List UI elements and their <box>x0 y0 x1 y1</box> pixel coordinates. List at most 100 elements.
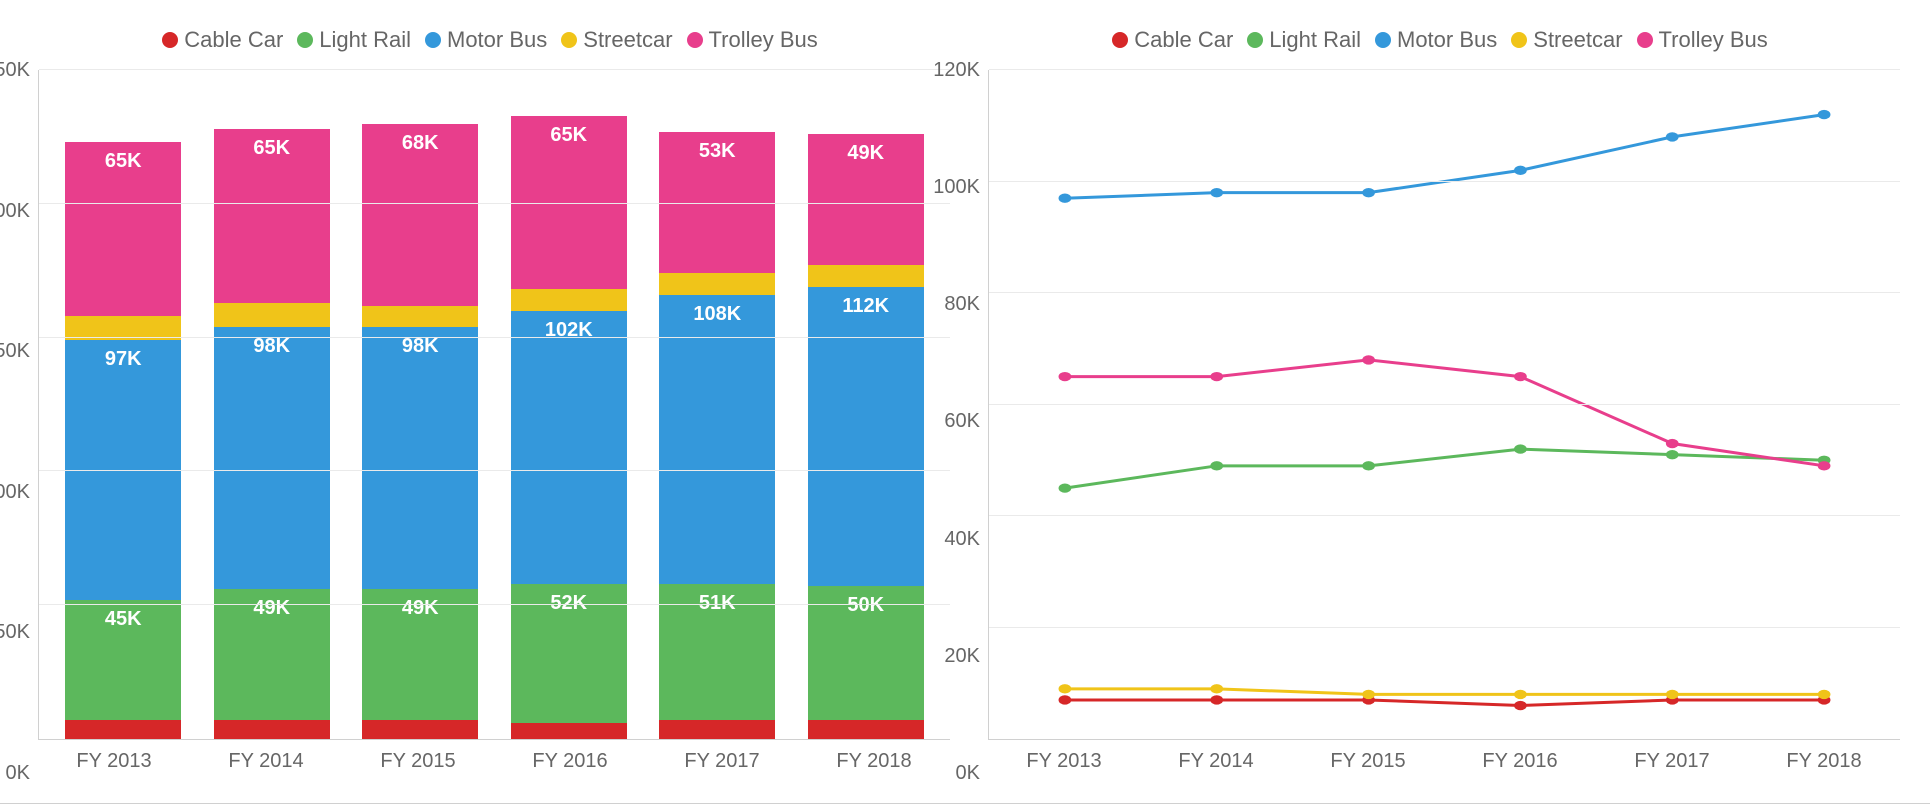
legend-dot <box>297 32 313 48</box>
marker-motor-bus[interactable] <box>1362 188 1375 197</box>
bar-segment-trolley-bus: 49K <box>808 134 924 265</box>
legend-item-trolley-bus[interactable]: Trolley Bus <box>687 27 818 53</box>
gridline <box>989 69 1900 70</box>
legend: Cable Car Light Rail Motor Bus Streetcar Tro… <box>30 20 950 60</box>
legend: Cable Car Light Rail Motor Bus Streetcar Tro… <box>980 20 1900 60</box>
marker-light-rail[interactable] <box>1059 483 1072 492</box>
legend-item-streetcar[interactable]: Streetcar <box>561 27 672 53</box>
bar-segment-cable-car <box>808 720 924 739</box>
legend-label: Light Rail <box>1269 27 1361 53</box>
bar-segment-label: 45K <box>105 608 142 631</box>
bar-segment-streetcar <box>659 273 775 294</box>
x-tick-label: FY 2018 <box>1748 750 1900 773</box>
bar-segment-label: 49K <box>253 597 290 620</box>
bar-segment-motor-bus: 98K <box>214 327 330 589</box>
bar-segment-trolley-bus: 65K <box>214 129 330 303</box>
bar-segment-trolley-bus: 68K <box>362 124 478 306</box>
marker-streetcar[interactable] <box>1514 690 1527 699</box>
marker-motor-bus[interactable] <box>1059 194 1072 203</box>
marker-trolley-bus[interactable] <box>1818 461 1831 470</box>
bar-column: 49K98K68K <box>346 70 495 739</box>
bar-segment-cable-car <box>659 720 775 739</box>
bar-segment-motor-bus: 108K <box>659 295 775 584</box>
marker-cable-car[interactable] <box>1514 701 1527 710</box>
bar-segment-cable-car <box>214 720 330 739</box>
bar[interactable]: 49K 98K 65K <box>214 129 330 739</box>
marker-trolley-bus[interactable] <box>1666 439 1679 448</box>
bar-segment-streetcar <box>808 265 924 286</box>
marker-streetcar[interactable] <box>1818 690 1831 699</box>
legend-dot <box>162 32 178 48</box>
x-tick-label: FY 2015 <box>1292 750 1444 773</box>
marker-streetcar[interactable] <box>1666 690 1679 699</box>
y-axis: 120K100K80K60K40K20K0K <box>980 70 988 773</box>
marker-light-rail[interactable] <box>1210 461 1223 470</box>
marker-motor-bus[interactable] <box>1666 132 1679 141</box>
marker-motor-bus[interactable] <box>1818 110 1831 119</box>
gridline <box>989 292 1900 293</box>
legend-label: Cable Car <box>184 27 283 53</box>
bar-segment-label: 53K <box>699 140 736 163</box>
plot-wrap: 45K97K65K49K98K65K49K98K68K52K102K65K51K… <box>38 70 950 773</box>
bar-segment-label: 49K <box>847 142 884 165</box>
marker-light-rail[interactable] <box>1514 444 1527 453</box>
bar-plot: 45K97K65K49K98K65K49K98K68K52K102K65K51K… <box>38 70 950 740</box>
marker-trolley-bus[interactable] <box>1514 372 1527 381</box>
legend-dot <box>1637 32 1653 48</box>
marker-trolley-bus[interactable] <box>1362 355 1375 364</box>
marker-streetcar[interactable] <box>1059 684 1072 693</box>
x-axis: FY 2013FY 2014FY 2015FY 2016FY 2017FY 20… <box>38 740 950 773</box>
gridline <box>989 404 1900 405</box>
legend-label: Motor Bus <box>1397 27 1497 53</box>
legend-label: Light Rail <box>319 27 411 53</box>
bar-column: 52K102K65K <box>495 70 644 739</box>
legend-item-streetcar[interactable]: Streetcar <box>1511 27 1622 53</box>
marker-streetcar[interactable] <box>1210 684 1223 693</box>
x-tick-label: FY 2013 <box>38 750 190 773</box>
line-trolley-bus[interactable] <box>1065 360 1824 466</box>
bar-segment-light-rail: 45K <box>65 600 181 720</box>
legend-item-light-rail[interactable]: Light Rail <box>1247 27 1361 53</box>
legend-label: Trolley Bus <box>709 27 818 53</box>
marker-cable-car[interactable] <box>1210 695 1223 704</box>
bar[interactable]: 49K98K68K <box>362 124 478 739</box>
line-motor-bus[interactable] <box>1065 115 1824 199</box>
legend-dot <box>1247 32 1263 48</box>
legend-label: Streetcar <box>1533 27 1622 53</box>
x-tick-label: FY 2014 <box>190 750 342 773</box>
marker-cable-car[interactable] <box>1059 695 1072 704</box>
bar[interactable]: 51K108K53K <box>659 132 775 739</box>
bar-segment-label: 102K <box>545 319 593 342</box>
lines-svg <box>989 70 1900 739</box>
bar[interactable]: 52K102K65K <box>511 116 627 740</box>
line-streetcar[interactable] <box>1065 689 1824 695</box>
legend-item-motor-bus[interactable]: Motor Bus <box>1375 27 1497 53</box>
line-light-rail[interactable] <box>1065 449 1824 488</box>
x-axis: FY 2013FY 2014FY 2015FY 2016FY 2017FY 20… <box>988 740 1900 773</box>
marker-light-rail[interactable] <box>1666 450 1679 459</box>
legend-item-cable-car[interactable]: Cable Car <box>1112 27 1233 53</box>
legend-item-cable-car[interactable]: Cable Car <box>162 27 283 53</box>
y-axis: 250K200K150K100K50K0K <box>30 70 38 773</box>
stacked-bar-panel: Cable Car Light Rail Motor Bus Streetcar Tro… <box>30 20 950 773</box>
bar-segment-light-rail: 49K <box>214 589 330 720</box>
gridline <box>39 604 950 605</box>
marker-trolley-bus[interactable] <box>1210 372 1223 381</box>
bar-segment-label: 108K <box>693 303 741 326</box>
bar[interactable]: 45K97K65K <box>65 142 181 739</box>
x-tick-label: FY 2016 <box>494 750 646 773</box>
line-cable-car[interactable] <box>1065 700 1824 706</box>
marker-light-rail[interactable] <box>1362 461 1375 470</box>
bar[interactable]: 50K112K49K <box>808 134 924 739</box>
marker-motor-bus[interactable] <box>1514 166 1527 175</box>
gridline <box>989 627 1900 628</box>
marker-trolley-bus[interactable] <box>1059 372 1072 381</box>
marker-motor-bus[interactable] <box>1210 188 1223 197</box>
marker-streetcar[interactable] <box>1362 690 1375 699</box>
bar-column: 50K112K49K <box>792 70 941 739</box>
x-tick-label: FY 2013 <box>988 750 1140 773</box>
legend-item-trolley-bus[interactable]: Trolley Bus <box>1637 27 1768 53</box>
x-tick-label: FY 2014 <box>1140 750 1292 773</box>
legend-item-light-rail[interactable]: Light Rail <box>297 27 411 53</box>
legend-item-motor-bus[interactable]: Motor Bus <box>425 27 547 53</box>
